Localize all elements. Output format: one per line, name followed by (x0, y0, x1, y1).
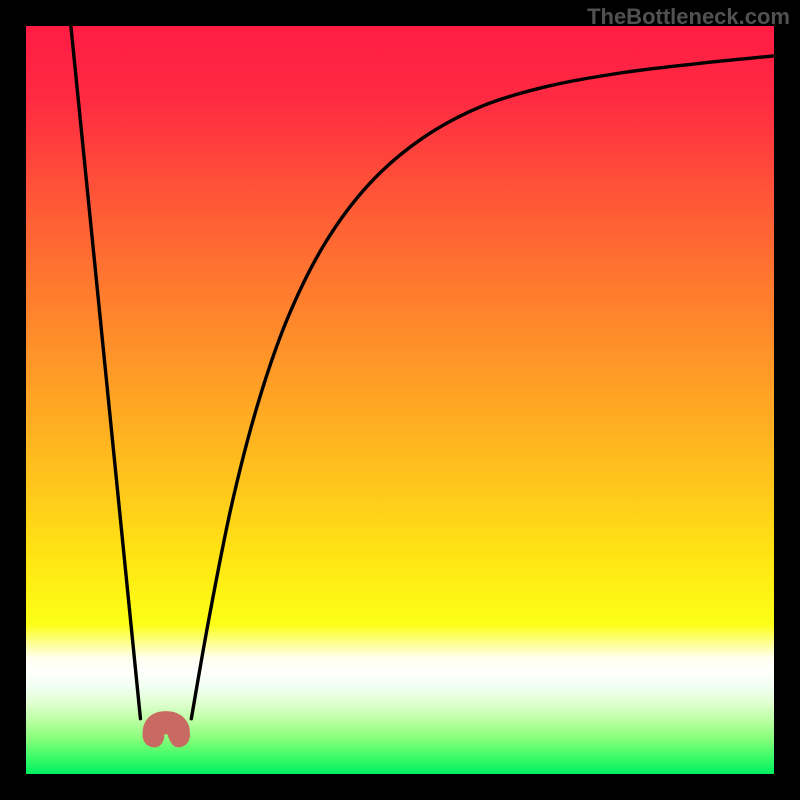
plot-svg (26, 26, 774, 774)
chart-root: TheBottleneck.com (0, 0, 800, 800)
gradient-background (26, 26, 774, 774)
watermark-text: TheBottleneck.com (587, 4, 790, 30)
plot-frame (26, 26, 774, 774)
